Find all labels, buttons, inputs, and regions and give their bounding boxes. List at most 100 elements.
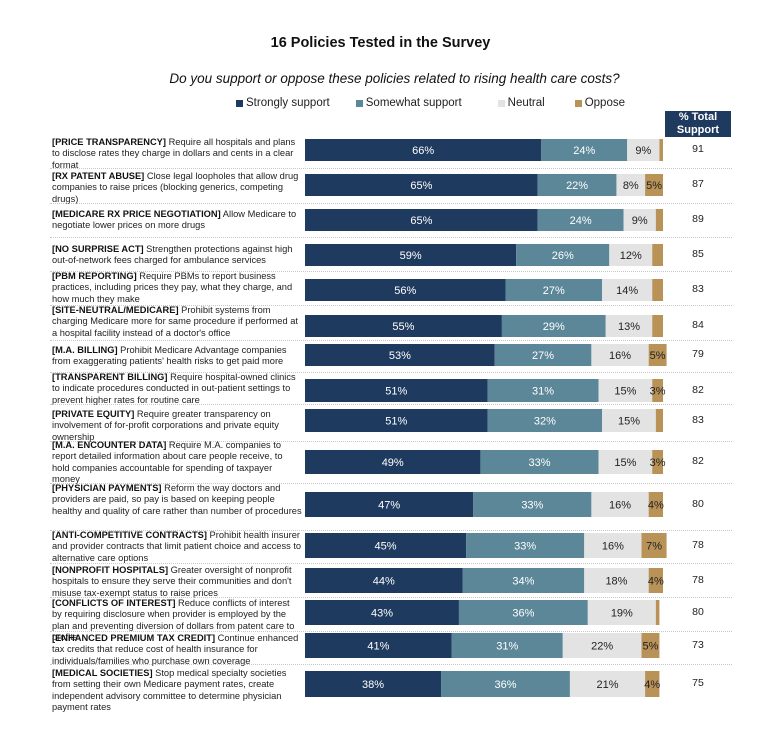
row-separator bbox=[50, 271, 732, 272]
policy-label: [M.A. BILLING] Prohibit Medicare Advanta… bbox=[52, 345, 302, 368]
policy-description: Prohibit health insurer and provider con… bbox=[52, 530, 302, 563]
bar-segment-strongly-support bbox=[305, 279, 506, 301]
bar-segment-oppose bbox=[659, 139, 663, 161]
bar-segment-neutral bbox=[602, 279, 653, 301]
row-separator bbox=[50, 372, 732, 373]
bar-segment-oppose bbox=[655, 600, 660, 625]
legend-label: Oppose bbox=[584, 97, 625, 109]
policy-label: [ANTI-COMPETITIVE CONTRACTS] Prohibit he… bbox=[52, 530, 302, 564]
policy-description: Require all hospitals and plans to discl… bbox=[52, 137, 296, 170]
data-label-neutral: 18% bbox=[605, 576, 627, 588]
total-support-value: 84 bbox=[692, 319, 704, 331]
policy-description: Stop medical specialty societies from se… bbox=[52, 668, 287, 713]
bar-row: 56% 27% 14% bbox=[305, 279, 663, 301]
policy-label: [SITE-NEUTRAL/MEDICARE] Prohibit systems… bbox=[52, 305, 302, 339]
data-label-neutral: 9% bbox=[635, 145, 651, 157]
bar-segment-strongly-support bbox=[305, 533, 467, 558]
bar-segment-strongly-support bbox=[305, 671, 442, 697]
data-label-somewhat-support: 29% bbox=[543, 321, 565, 333]
bar-segment-somewhat-support bbox=[462, 568, 585, 593]
policy-label: [TRANSPARENT BILLING] Require hospital-o… bbox=[52, 372, 302, 406]
total-support-value: 82 bbox=[692, 383, 704, 396]
row-separator bbox=[50, 563, 732, 564]
legend-label: Somewhat support bbox=[365, 97, 462, 109]
bar-segment-somewhat-support bbox=[441, 671, 570, 697]
bar-segment-neutral bbox=[598, 379, 653, 402]
policy-tag: [PRIVATE EQUITY] bbox=[52, 409, 135, 419]
legend-swatch bbox=[355, 99, 363, 107]
row-separator bbox=[50, 404, 732, 405]
policy-tag: [PHYSICIAN PAYMENTS] bbox=[52, 483, 162, 493]
bar-segment-strongly-support bbox=[305, 344, 495, 366]
policy-label: [MEDICARE RX PRICE NEGOTIATION] Allow Me… bbox=[52, 209, 302, 232]
row-separator bbox=[50, 441, 732, 442]
total-support-value: 73 bbox=[692, 638, 704, 651]
total-support-value: 85 bbox=[692, 248, 704, 260]
row-separator bbox=[50, 305, 732, 306]
bar-segment-oppose bbox=[652, 379, 663, 402]
policy-tag: [PBM REPORTING] bbox=[52, 271, 137, 281]
legend: Strongly support Somewhat support Neutra… bbox=[236, 97, 651, 109]
bar-segment-neutral bbox=[598, 450, 653, 474]
total-support-value: 78 bbox=[692, 573, 704, 586]
data-label-strongly-support: 59% bbox=[400, 250, 422, 262]
bar-segment-oppose bbox=[648, 492, 663, 517]
bar-segment-strongly-support bbox=[305, 568, 463, 593]
bar-row: 51% 31% 15% 3% bbox=[305, 379, 666, 402]
data-label-oppose: 5% bbox=[643, 641, 659, 653]
bar-row: 47% 33% 16% 4% bbox=[305, 492, 664, 517]
data-label-neutral: 15% bbox=[614, 457, 636, 469]
policy-label: [PRICE TRANSPARENCY] Require all hospita… bbox=[52, 137, 302, 171]
data-label-oppose: 4% bbox=[648, 500, 664, 512]
bar-segment-neutral bbox=[616, 174, 646, 196]
bar-row: 53% 27% 16% 5% bbox=[305, 344, 667, 366]
data-label-somewhat-support: 27% bbox=[543, 285, 565, 297]
bar-row: 49% 33% 15% 3% bbox=[305, 450, 666, 474]
policy-description: Strengthen protections against high out-… bbox=[52, 244, 293, 266]
data-label-neutral: 9% bbox=[632, 215, 648, 227]
legend-item-oppose: Oppose bbox=[574, 97, 625, 109]
data-label-somewhat-support: 34% bbox=[512, 576, 534, 588]
bar-segment-neutral bbox=[584, 533, 642, 558]
bar-segment-oppose bbox=[652, 450, 663, 474]
data-label-neutral: 15% bbox=[618, 416, 640, 428]
legend-label: Neutral bbox=[507, 97, 545, 109]
bar-row: 41% 31% 22% 5% bbox=[305, 633, 660, 658]
data-label-strongly-support: 38% bbox=[362, 679, 384, 691]
bar-row: 65% 24% 9% bbox=[305, 209, 663, 231]
data-label-somewhat-support: 36% bbox=[494, 679, 516, 691]
total-support-value: 82 bbox=[692, 455, 704, 467]
bar-segment-strongly-support bbox=[305, 139, 542, 161]
bar-row: 51% 32% 15% bbox=[305, 409, 663, 432]
bar-segment-somewhat-support bbox=[487, 379, 599, 402]
policy-description: Require greater transparency on involvem… bbox=[52, 409, 279, 442]
data-label-strongly-support: 51% bbox=[385, 416, 407, 428]
data-label-oppose: 5% bbox=[650, 350, 666, 362]
total-support-value: 83 bbox=[692, 413, 704, 426]
bar-segment-somewhat-support bbox=[473, 492, 592, 517]
data-label-neutral: 22% bbox=[591, 641, 613, 653]
bar-segment-oppose bbox=[655, 409, 663, 432]
bar-row: 66% 24% 9% bbox=[305, 139, 663, 161]
policy-label: [ENHANCED PREMIUM TAX CREDIT] Continue e… bbox=[52, 633, 302, 667]
bar-segment-oppose bbox=[641, 633, 660, 658]
bar-segment-oppose bbox=[655, 209, 663, 231]
data-label-strongly-support: 55% bbox=[392, 321, 414, 333]
bar-segment-somewhat-support bbox=[480, 450, 599, 474]
row-separator bbox=[50, 597, 732, 598]
data-label-neutral: 16% bbox=[609, 350, 631, 362]
policy-tag: [ANTI-COMPETITIVE CONTRACTS] bbox=[52, 530, 207, 540]
bar-segment-somewhat-support bbox=[537, 174, 617, 196]
data-label-somewhat-support: 33% bbox=[528, 457, 550, 469]
bar-segment-neutral bbox=[605, 315, 653, 337]
data-label-strongly-support: 47% bbox=[378, 500, 400, 512]
policy-label: [MEDICAL SOCIETIES] Stop medical special… bbox=[52, 668, 302, 714]
policy-description: Prohibit systems from charging Medicare … bbox=[52, 305, 298, 338]
policy-description: Prohibit Medicare Advantage companies fr… bbox=[52, 345, 287, 367]
policy-tag: [CONFLICTS OF INTEREST] bbox=[52, 598, 176, 608]
bar-segment-neutral bbox=[623, 209, 656, 231]
data-label-neutral: 8% bbox=[623, 180, 639, 192]
bar-segment-strongly-support bbox=[305, 379, 488, 402]
bar-segment-strongly-support bbox=[305, 209, 538, 231]
